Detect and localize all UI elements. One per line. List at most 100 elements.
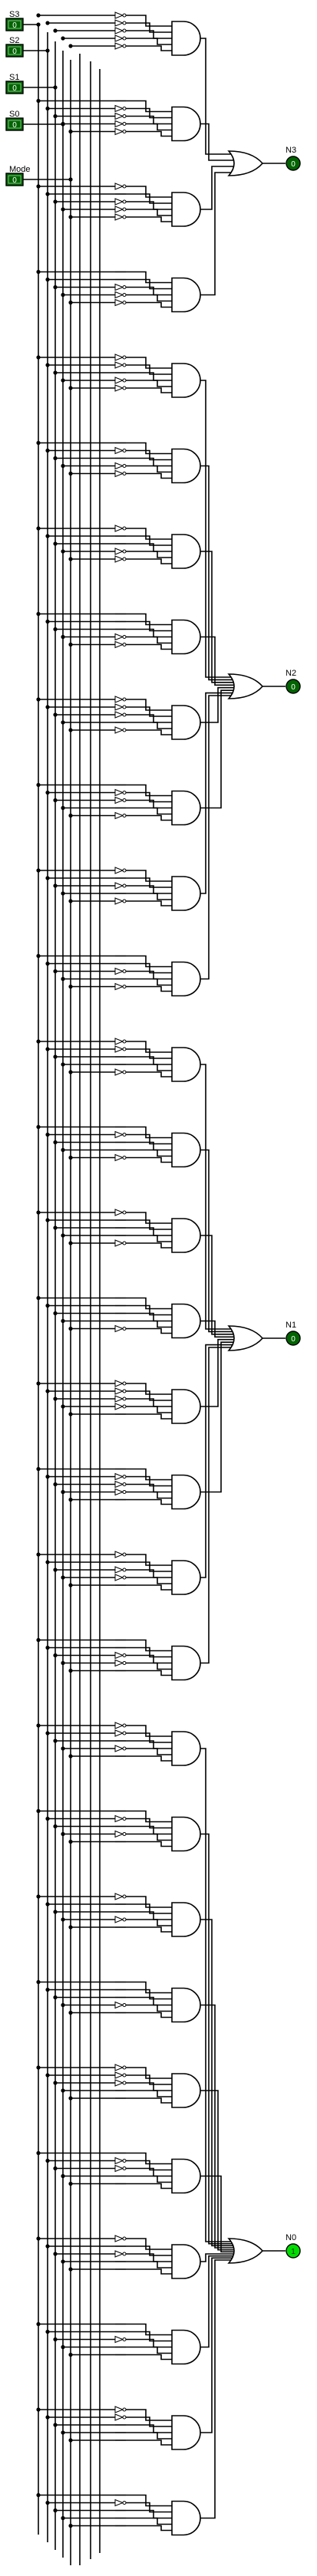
wire	[126, 1141, 172, 1151]
not-bubble	[122, 712, 127, 717]
input-pin-s3[interactable]: 0	[5, 18, 24, 31]
wire	[200, 1064, 233, 1330]
and-gate-body	[171, 21, 201, 56]
not-bubble	[122, 2159, 127, 2163]
wire	[126, 1584, 172, 1591]
not-gate	[114, 384, 124, 392]
wire	[126, 286, 172, 296]
wire-junction	[61, 378, 65, 383]
wire-junction	[45, 1303, 50, 1308]
input-pin-box	[5, 18, 24, 31]
wire	[126, 1383, 172, 1395]
wire-junction	[53, 798, 58, 803]
wire	[126, 985, 172, 992]
and-gate-body	[171, 1560, 201, 1595]
wire	[126, 1483, 172, 1493]
wire	[126, 1406, 172, 1413]
and-gate-body	[171, 534, 201, 569]
wire	[200, 2090, 233, 2251]
not-bubble	[122, 215, 127, 219]
wire	[126, 2012, 172, 2018]
output-label-1: N2	[286, 669, 296, 678]
wire-junction	[61, 891, 65, 896]
wire	[126, 2082, 172, 2091]
or-gate-body	[227, 2238, 264, 2264]
input-pin-s2[interactable]: 0	[5, 44, 24, 58]
wire-junction	[68, 984, 73, 989]
input-label-1: S2	[9, 36, 19, 45]
and-gate-body	[171, 2415, 201, 2450]
and-gate	[114, 1038, 201, 1082]
not-bubble	[122, 1070, 127, 1074]
not-bubble	[122, 36, 127, 41]
wire-junction	[36, 2236, 41, 2241]
not-gate	[114, 1566, 124, 1574]
wire-junction	[61, 1404, 65, 1409]
wire	[200, 1919, 233, 2247]
wire-junction	[61, 2430, 65, 2435]
input-pin-value: 0	[12, 121, 17, 130]
wire	[126, 15, 172, 27]
not-gate	[114, 2071, 124, 2079]
not-gate	[114, 283, 124, 291]
wire	[200, 380, 233, 678]
wire-junction	[61, 1318, 65, 1324]
wire	[126, 1810, 172, 1823]
and-gate-body	[171, 1303, 201, 1339]
wire	[126, 357, 172, 369]
wire-junction	[53, 456, 58, 461]
wire	[126, 814, 172, 821]
input-label-2: S1	[9, 73, 19, 82]
and-gate-body	[171, 2073, 201, 2108]
wire-junction	[36, 1894, 41, 1899]
output-label-2: N1	[286, 1321, 296, 1330]
not-bubble	[122, 13, 127, 18]
input-pin-box	[5, 117, 24, 131]
input-pin-mode[interactable]: 0	[5, 173, 24, 186]
not-bubble	[122, 1661, 127, 1665]
wire	[200, 689, 233, 809]
not-bubble	[122, 472, 127, 475]
not-bubble	[122, 207, 127, 212]
wire-junction	[45, 448, 50, 453]
not-gate	[114, 555, 124, 563]
wire	[126, 528, 172, 540]
and-gate-body	[171, 1132, 201, 1168]
or-gate	[227, 673, 264, 699]
wire	[126, 729, 172, 735]
wire	[126, 1647, 172, 1658]
and-gate-body	[171, 1218, 201, 1253]
wire	[126, 22, 172, 33]
not-gate	[114, 2499, 124, 2507]
wire-junction	[61, 805, 65, 811]
wire	[126, 472, 172, 479]
input-pin-s0[interactable]: 0	[5, 117, 24, 131]
wire	[126, 1468, 172, 1481]
not-gate	[114, 1745, 124, 1752]
input-pin-s1[interactable]: 0	[5, 81, 24, 94]
wire	[126, 442, 172, 455]
not-bubble	[122, 21, 127, 25]
not-bubble	[122, 1039, 127, 1044]
not-gate	[114, 1472, 124, 1481]
wire	[200, 172, 233, 296]
wire	[126, 1818, 172, 1829]
wire	[200, 1320, 233, 1338]
wire-junction	[61, 463, 65, 469]
wire	[126, 2175, 172, 2183]
and-gate-body	[171, 448, 201, 484]
wire	[126, 2004, 172, 2012]
wire	[126, 870, 172, 882]
wire	[126, 1327, 172, 1334]
not-gate	[114, 1130, 124, 1139]
not-bubble	[122, 2236, 127, 2241]
wire-junction	[45, 277, 50, 282]
not-gate	[114, 548, 124, 555]
wire-junction	[45, 48, 50, 53]
wire	[200, 2257, 233, 2433]
wire	[126, 1561, 172, 1572]
and-gate-body	[171, 2244, 201, 2279]
wire	[126, 2183, 172, 2189]
wire	[200, 695, 233, 980]
and-gate	[114, 1551, 201, 1595]
